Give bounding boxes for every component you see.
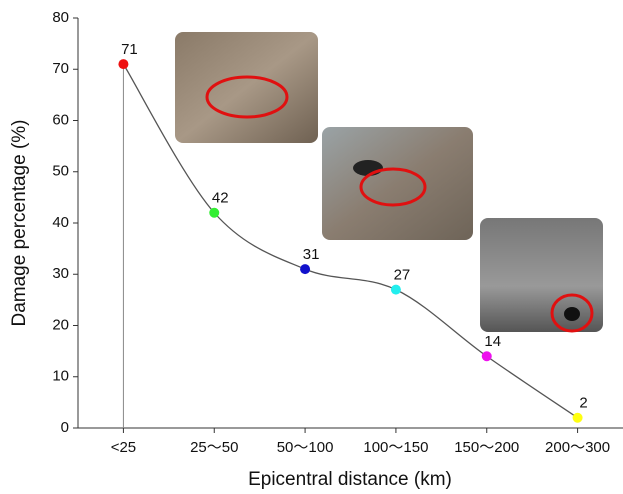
tunnel-portal bbox=[353, 160, 383, 176]
x-tick-label: 50～100 bbox=[277, 439, 334, 456]
photo bbox=[175, 32, 318, 143]
highlight-ellipse bbox=[205, 75, 289, 119]
y-axis-title: Damage percentage (%) bbox=[9, 120, 30, 327]
x-tick-label: 150～200 bbox=[454, 439, 519, 456]
point bbox=[481, 351, 492, 362]
photo bbox=[322, 127, 473, 240]
value-label: 71 bbox=[121, 41, 138, 58]
x-axis-title: Epicentral distance (km) bbox=[248, 469, 452, 490]
point bbox=[118, 59, 129, 70]
value-label: 31 bbox=[303, 246, 320, 263]
x-tick-label: <25 bbox=[111, 439, 136, 456]
point bbox=[209, 207, 220, 218]
x-tick-label: 200～300 bbox=[545, 439, 610, 456]
x-tick-label: 25～50 bbox=[190, 439, 238, 456]
value-label: 2 bbox=[579, 395, 587, 412]
photo bbox=[480, 218, 603, 333]
line bbox=[122, 63, 578, 419]
y-tick-label: 60 bbox=[52, 111, 69, 128]
photo-image bbox=[322, 127, 473, 240]
highlight-ellipse bbox=[550, 293, 594, 333]
y-tick-label: 40 bbox=[52, 214, 69, 231]
value-label: 27 bbox=[394, 267, 411, 284]
y-tick-label: 10 bbox=[52, 368, 69, 385]
y-tick-label: 0 bbox=[61, 419, 69, 436]
photo-image bbox=[175, 32, 318, 143]
y-tick-label: 30 bbox=[52, 265, 69, 282]
point bbox=[300, 264, 311, 275]
photo-image bbox=[480, 218, 603, 332]
y-tick-label: 70 bbox=[52, 60, 69, 77]
highlight-ellipse bbox=[359, 167, 427, 207]
y-tick-label: 50 bbox=[52, 163, 69, 180]
value-label: 42 bbox=[212, 190, 229, 207]
x-tick-label: 100～150 bbox=[363, 439, 428, 456]
y-tick-label: 20 bbox=[52, 316, 69, 333]
point bbox=[390, 284, 401, 295]
value-label: 14 bbox=[484, 333, 501, 350]
y-tick-label: 80 bbox=[52, 9, 69, 26]
tunnel-portal bbox=[564, 307, 580, 321]
point bbox=[572, 412, 583, 423]
